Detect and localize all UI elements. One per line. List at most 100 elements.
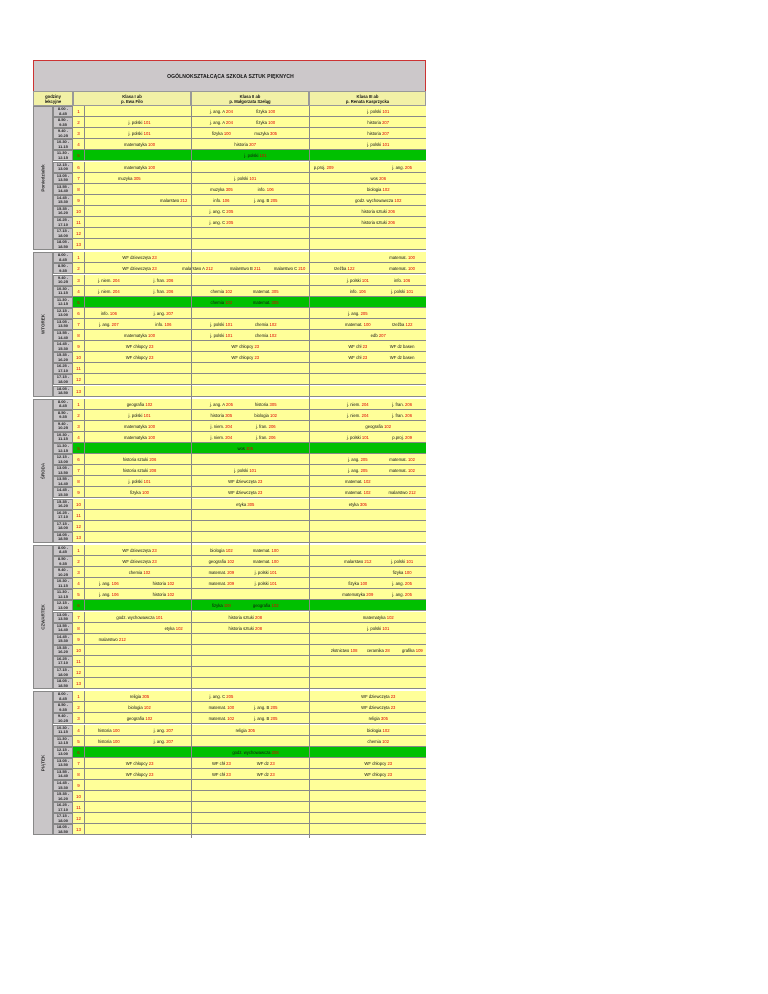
lesson-entry: godz. wychowawcza 206 [232,750,278,755]
lesson-subject: muzyka [210,186,225,192]
lesson-room: 101 [382,625,390,631]
lesson-entry: j. polski 101 [210,322,232,327]
lesson-room: 23 [270,760,275,766]
lesson-entry: j. fran. 206 [392,402,412,407]
lesson-room: 101 [382,109,390,114]
lesson-subject: fizyka [211,603,223,609]
lesson-subject: p.proj. [392,434,404,440]
lesson-time: 12.15 - 13.00 [53,454,73,466]
lesson-subject: WF chł [211,771,225,777]
lesson-subject: j. ang. C [209,220,226,225]
lesson-entry: fizyka 100 [348,581,367,586]
lesson-number: 7 [73,172,85,184]
lesson-entry: matematyka 100 [124,165,155,170]
lesson-entry: muzyka 305 [210,187,233,192]
lesson-row: 5 [73,589,426,601]
lesson-room: 209 [405,434,413,440]
lesson-room: 204 [225,434,233,440]
lesson-row: 8 [73,330,426,342]
lesson-subject: j. polski [391,559,406,564]
lesson-time: 14.45 - 15.30 [53,633,73,645]
lesson-time: 16.25 - 17.10 [53,802,73,814]
lesson-room: 23 [257,479,263,485]
lesson-subject: historia [367,131,381,137]
lesson-entry: j. niem. 204 [98,289,120,294]
lesson-subject: j. ang. [153,727,166,733]
lesson-time: 13.05 - 13.50 [53,318,73,330]
lesson-entry: info. 106 [155,322,171,327]
lesson-number: 2 [73,263,85,275]
lesson-entry: biologia 102 [254,413,277,418]
lesson-time: 17.15 - 18.00 [53,374,73,386]
lesson-subject: j. niem. [346,412,361,418]
header-class-2: Klasa II ab p. Małgorzata Szeląg [191,91,309,106]
lesson-subject: matematyka [124,164,147,170]
lesson-subject: matematyka [124,333,147,338]
lesson-entry: historia 207 [234,142,256,147]
lesson-room: 206 [388,208,396,214]
lesson-entry: j. ang. 207 [99,322,119,327]
lesson-room: 207 [378,333,386,338]
lesson-entry: malarstwo 212 [388,490,415,495]
lesson-time: 17.15 - 18.00 [53,228,73,240]
lesson-room: 102 [407,457,415,463]
lesson-entry: matemat. 100 [253,559,279,564]
day-name: WTOREK [40,314,46,335]
lesson-entry: j. polski 101 [255,570,277,575]
lesson-entry: rzeźba 122 [334,266,355,271]
lesson-entry: info. 106 [258,187,274,192]
lesson-time: 11.30 - 12.15 [53,150,73,162]
lesson-row: 5 [73,443,426,455]
lesson-room: 210 [298,266,306,272]
lesson-subject: j. ang. C [209,208,226,214]
lesson-subject: geografia [126,401,145,407]
lesson-subject: ceramika [366,647,384,653]
lesson-row: 10 [73,352,426,364]
lesson-entry: p.proj. 209 [314,165,334,170]
lesson-row: 2 [73,556,426,568]
lesson-subject: muzyka [254,131,269,137]
lesson-time: 13.55 - 14.40 [53,476,73,488]
lesson-entry: malarstwo 212 [160,198,187,203]
lesson-number: 6 [73,600,85,612]
lesson-entry: j. polski 101 [367,109,389,114]
lesson-room: 100 [148,333,156,338]
lesson-room: 122 [347,266,355,272]
lesson-row: 8 [73,622,426,634]
lesson-entry: chemia 102 [255,322,277,327]
lesson-entry: info. 106 [101,311,117,316]
lesson-subject: WF dziewczęta [122,559,151,564]
lesson-row: 11 [73,655,426,667]
lesson-room: 100 [148,434,156,440]
lesson-subject: matemat. [252,559,271,564]
lesson-row: 2 [73,117,426,129]
lesson-time: 8.00 - 8.45 [53,252,73,264]
lesson-subject: matemat. [389,266,407,272]
lesson-row: 2 [73,409,426,421]
lesson-room: 23 [387,771,393,777]
lesson-entry: historia sztuki 208 [123,468,157,473]
lesson-entry: j. ang. B 205 [254,716,278,721]
lesson-room: 208 [255,614,263,620]
lesson-subject: WF chł [211,760,225,766]
lesson-subject: j. polski [391,288,406,294]
lesson-subject: WF chłopcy [125,344,148,350]
lesson-room: 204 [112,288,120,294]
lesson-number: 1 [73,252,85,264]
lesson-room: 102 [227,716,235,722]
lesson-room: 305 [142,694,150,700]
lesson-entry: WF dz 23 [257,761,275,766]
lesson-time: 12.15 - 13.00 [53,746,73,758]
lesson-room: 106 [111,581,119,587]
lesson-subject: j. polski [210,321,225,327]
timetable: OGÓLNOKSZTAŁCĄCA SZKOŁA SZTUK PIĘKNYCH g… [33,60,426,940]
lesson-row: 13 [73,239,426,251]
lesson-room: 101 [259,153,267,159]
lesson-number: 11 [73,217,85,228]
lesson-subject: godz. wychowawcza [232,749,271,755]
page-title: OGÓLNOKSZTAŁCĄCA SZKOŁA SZTUK PIĘKNYCH [167,74,294,80]
lesson-subject: matemat. [344,490,363,496]
lesson-number: 8 [73,476,85,488]
lesson-subject: matemat. [344,321,363,327]
lesson-room: 102 [270,412,278,418]
